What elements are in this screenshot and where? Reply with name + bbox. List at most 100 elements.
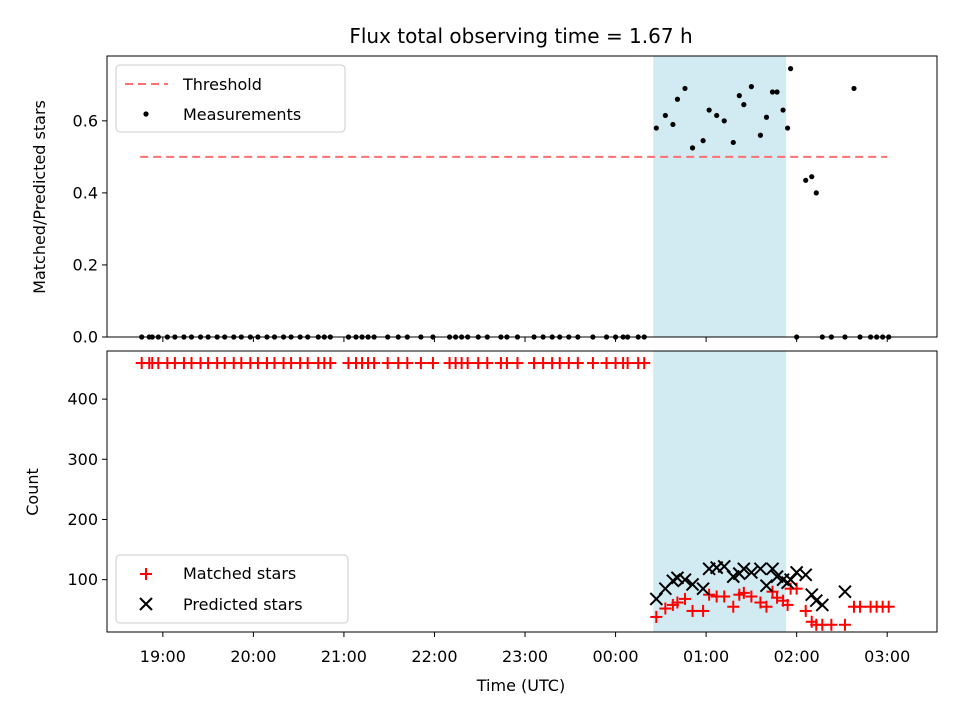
measurement-point	[851, 85, 857, 92]
legend-matched-label: Matched stars	[183, 564, 296, 583]
matched-star-point	[825, 618, 838, 631]
y-tick-label: 400	[67, 390, 98, 409]
matched-star-point	[426, 357, 439, 370]
x-tick-label: 20:00	[230, 647, 276, 666]
matched-star-point	[771, 591, 784, 604]
matched-star-point	[586, 357, 599, 370]
measurement-point	[682, 85, 688, 92]
predicted-star-point	[759, 578, 774, 593]
measurement-point	[809, 174, 815, 180]
matched-star-point	[500, 357, 513, 370]
measurement-point	[763, 114, 770, 120]
bottom-shaded-interval	[653, 351, 787, 632]
top-axes-frame	[106, 55, 938, 338]
y-tick-label: 300	[67, 450, 98, 469]
x-tick-label: 23:00	[502, 647, 548, 666]
bottom-x-ticks: 19:00 20:00 21:00 22:00 23:00 00:00 01:00 02:00…	[140, 632, 910, 666]
bottom-panel: 100 200 300 400 19:00 20:00 21:00 22:00 23:00 00…	[23, 350, 938, 695]
measurement-point	[736, 93, 742, 99]
predicted-star-point	[737, 562, 751, 576]
matched-star-point	[659, 602, 672, 615]
predicted-star-point	[678, 572, 692, 587]
matched-star-point	[766, 585, 779, 598]
x-tick-label: 03:00	[864, 647, 910, 666]
matched-star-point	[854, 600, 867, 613]
chart-title: Flux total observing time = 1.67 h	[349, 24, 692, 48]
top-x-ticks	[162, 337, 888, 342]
top-panel: 0.0 0.2 0.4 0.6 Matched/Predicted stars Thr…	[30, 55, 938, 347]
bottom-axes-frame	[106, 350, 938, 633]
x-tick-label: 02:00	[774, 647, 820, 666]
measurement-point	[714, 112, 720, 119]
matched-star-point	[481, 357, 494, 370]
top-measurement-points	[139, 66, 892, 340]
predicted-star-point	[815, 598, 830, 612]
matched-star-point	[678, 592, 691, 605]
predicted-star-point	[765, 562, 780, 576]
y-tick-label: 0.0	[73, 328, 98, 347]
measurement-point	[757, 132, 764, 138]
measurement-point	[653, 125, 659, 131]
bottom-predicted-points	[649, 559, 852, 612]
x-tick-label: 00:00	[593, 647, 639, 666]
predicted-star-point	[685, 577, 700, 592]
predicted-star-point	[838, 584, 852, 599]
y-tick-label: 0.4	[73, 183, 98, 202]
x-tick-label: 21:00	[321, 647, 367, 666]
matched-star-point	[401, 357, 414, 370]
predicted-star-point	[805, 587, 819, 602]
measurement-point	[662, 112, 668, 119]
measurement-point	[689, 145, 696, 151]
measurement-point	[785, 125, 791, 131]
matched-star-point	[745, 590, 758, 603]
matched-star-point	[638, 357, 651, 370]
measurement-point	[741, 102, 747, 108]
matched-star-point	[754, 596, 767, 609]
matched-star-point	[368, 357, 381, 370]
legend-measurements-label: Measurements	[183, 105, 301, 124]
matched-star-point	[882, 600, 895, 613]
measurement-point	[748, 84, 754, 90]
measurement-point	[769, 89, 776, 95]
y-tick-label: 200	[67, 510, 98, 529]
matched-star-point	[461, 357, 474, 370]
y-tick-label: 100	[67, 570, 98, 589]
matched-star-point	[571, 357, 584, 370]
matched-star-point	[737, 586, 750, 599]
measurement-point	[780, 107, 786, 113]
top-legend: Threshold Measurements	[115, 64, 346, 133]
top-y-ticks: 0.0 0.2 0.4 0.6	[73, 111, 107, 347]
legend-matched-swatch	[140, 568, 152, 580]
y-tick-label: 0.2	[73, 255, 98, 274]
matched-star-point	[799, 604, 812, 617]
measurement-point	[730, 139, 736, 146]
x-tick-label: 22:00	[411, 647, 457, 666]
y-tick-label: 0.6	[73, 111, 98, 130]
matched-star-point	[381, 357, 394, 370]
top-shaded-interval	[653, 56, 787, 337]
bottom-y-ticks: 100 200 300 400	[67, 390, 107, 589]
predicted-star-point	[809, 594, 823, 608]
measurement-point	[774, 89, 780, 95]
matched-star-point	[324, 357, 337, 370]
x-axis-label: Time (UTC)	[476, 676, 565, 695]
predicted-star-point	[744, 565, 759, 580]
matched-star-point	[697, 604, 710, 617]
matched-star-point	[414, 357, 427, 370]
predicted-star-point	[789, 565, 804, 580]
predicted-star-point	[696, 581, 710, 596]
matched-star-point	[760, 600, 773, 613]
matched-star-point	[650, 610, 663, 623]
legend-threshold-label: Threshold	[182, 75, 262, 94]
matched-star-point	[781, 598, 794, 611]
legend-predicted-swatch	[139, 597, 153, 611]
top-legend-box	[115, 64, 346, 133]
measurement-point	[813, 190, 819, 196]
measurement-point	[788, 66, 794, 72]
x-tick-label: 19:00	[140, 647, 186, 666]
legend-predicted-label: Predicted stars	[183, 595, 303, 614]
measurement-point	[670, 121, 676, 128]
matched-star-point	[686, 604, 699, 617]
bottom-y-axis-label: Count	[23, 468, 42, 516]
